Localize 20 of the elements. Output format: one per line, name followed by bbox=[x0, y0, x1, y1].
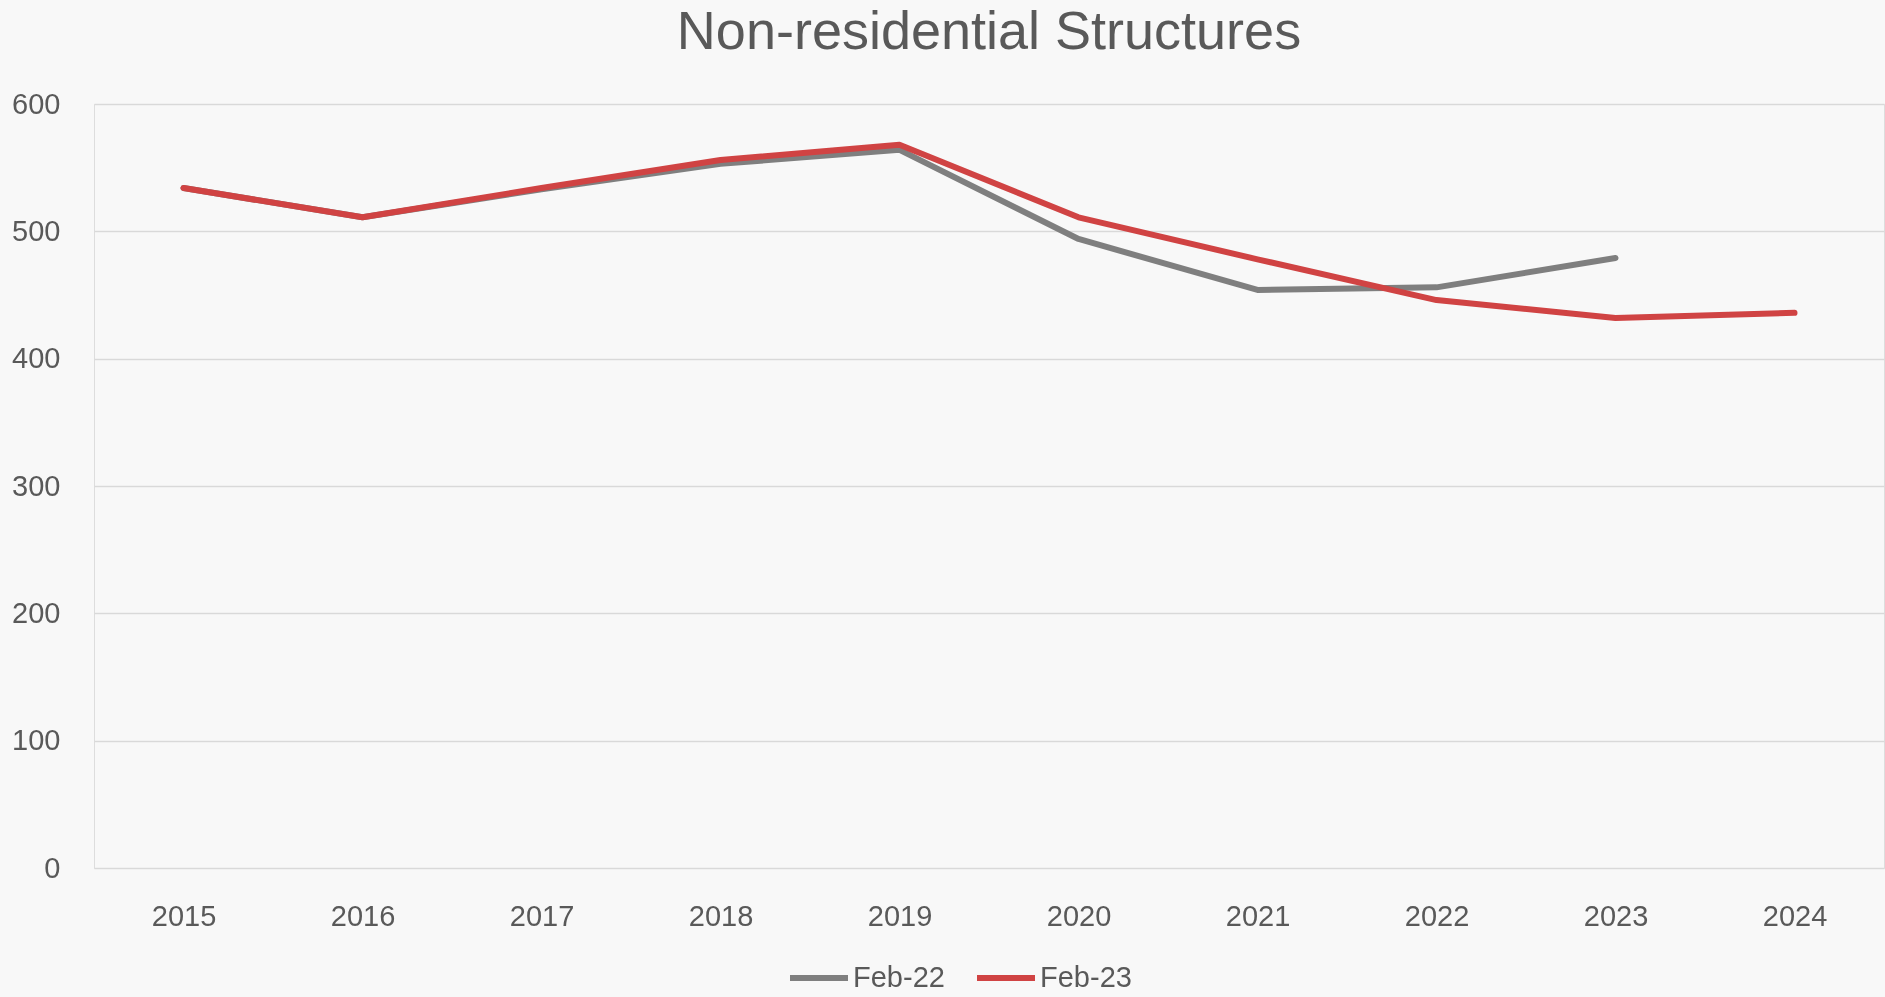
y-tick-label: 500 bbox=[12, 214, 61, 247]
x-tick-label: 2022 bbox=[1404, 899, 1470, 932]
y-tick-label: 400 bbox=[12, 342, 61, 375]
x-tick-label: 2024 bbox=[1762, 899, 1828, 932]
chart-title: Non-residential Structures bbox=[676, 0, 1302, 60]
y-tick-label: 200 bbox=[12, 596, 61, 629]
x-tick-label: 2019 bbox=[867, 899, 933, 932]
y-tick-label: 100 bbox=[12, 724, 61, 757]
x-tick-label: 2021 bbox=[1225, 899, 1291, 932]
x-tick-label: 2016 bbox=[330, 899, 396, 932]
x-tick-label: 2015 bbox=[151, 899, 217, 932]
y-tick-label: 0 bbox=[44, 851, 61, 884]
y-tick-label: 300 bbox=[12, 469, 61, 502]
legend-label: Feb-22 bbox=[853, 961, 945, 993]
x-tick-label: 2017 bbox=[509, 899, 575, 932]
x-tick-label: 2018 bbox=[688, 899, 754, 932]
x-tick-label: 2020 bbox=[1046, 899, 1112, 932]
x-tick-label: 2023 bbox=[1583, 899, 1649, 932]
y-tick-label: 600 bbox=[12, 87, 61, 120]
legend-label: Feb-23 bbox=[1040, 961, 1132, 993]
